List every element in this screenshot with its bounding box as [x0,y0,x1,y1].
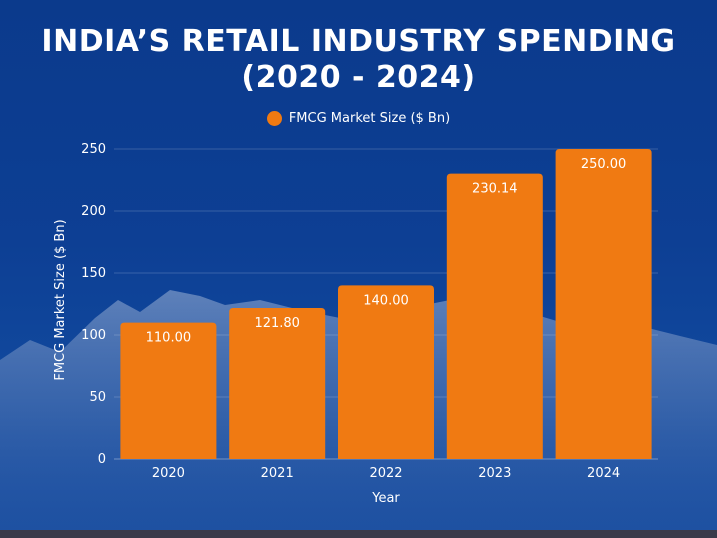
bar [555,149,652,459]
chart-title-line2: (2020 - 2024) [241,60,476,95]
y-tick-label: 200 [81,204,106,219]
x-tick-label: 2022 [369,466,402,481]
bar [338,285,434,459]
x-tick-label: 2024 [587,466,620,481]
x-tick-label: 2021 [261,466,294,481]
chart-title: INDIA’S RETAIL INDUSTRY SPENDING (2020 -… [0,24,717,96]
y-tick-label: 0 [98,452,106,467]
data-label: 110.00 [146,331,192,346]
y-axis-title: FMCG Market Size ($ Bn) [53,219,68,380]
bar [446,173,543,459]
data-label: 250.00 [581,157,627,172]
x-axis-title: Year [371,491,400,506]
legend-swatch [266,111,282,126]
chart-title-line1: INDIA’S RETAIL INDUSTRY SPENDING [41,24,676,59]
y-tick-label: 250 [81,142,106,157]
chart-legend: FMCG Market Size ($ Bn) [0,111,717,126]
y-tick-label: 50 [89,390,106,405]
x-tick-label: 2020 [152,466,185,481]
x-tick-label: 2023 [478,466,511,481]
data-label: 121.80 [254,316,300,331]
bottom-bar [0,530,717,538]
y-tick-label: 150 [81,266,106,281]
bar [229,307,326,459]
data-label: 230.14 [472,182,518,197]
y-tick-label: 100 [81,328,106,343]
data-label: 140.00 [363,293,409,308]
legend-label: FMCG Market Size ($ Bn) [288,111,451,126]
bar [120,322,217,459]
